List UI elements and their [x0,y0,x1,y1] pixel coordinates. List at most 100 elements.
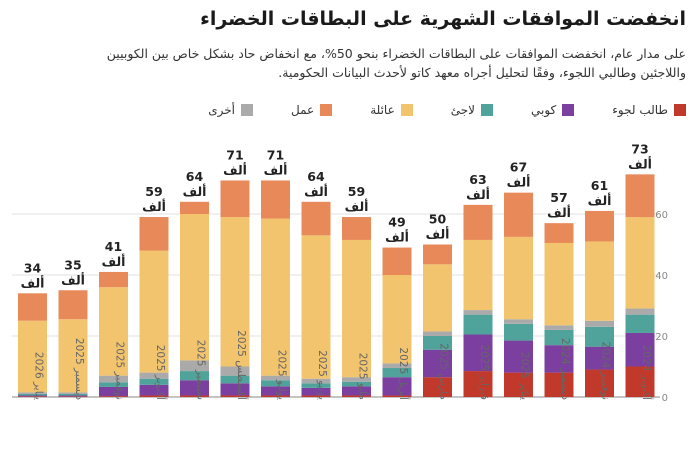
bar-segment [342,217,371,240]
legend-swatch-asylum [674,104,686,116]
bar-segment [463,371,493,397]
bar-segment [463,204,493,240]
legend-label-other: أخرى [208,103,235,117]
bar-segment [544,242,574,326]
bar-segment [463,314,493,335]
bar-segment [18,396,47,397]
bar-total-label: 57 [550,190,567,205]
bar-segment [139,384,169,396]
bar-segment [463,334,493,372]
y-tick-label: 0 [662,393,668,404]
bar-segment [342,386,371,396]
bar-total-label: 59 [145,184,162,199]
bar-segment [220,366,250,376]
legend-swatch-refugee [481,104,494,116]
bar-total-unit-label: ألف [426,226,450,242]
bar-segment [58,392,88,394]
bar-total-unit-label: ألف [507,174,531,190]
bar-segment [139,217,169,251]
bar-total-label: 63 [469,172,486,187]
x-tick-label: يونيو 2025 [316,350,328,400]
bar-total-label: 71 [267,147,284,162]
bar-segment [625,217,655,309]
bar-segment [139,372,169,379]
subtitle-line-2: واللاجئين وطالبي اللجوء، وفقًا لتحليل أج… [278,65,686,80]
bar-segment [423,377,452,397]
x-tick-label: ديسمبر 2024 [559,338,571,400]
x-tick-label: أغسطس 2025 [235,330,249,400]
x-tick-label: يناير 2025 [519,352,531,400]
bar-segment [342,395,371,397]
bar-segment [301,395,331,397]
bar-segment [463,239,493,311]
bar-segment [139,378,169,385]
bar-segment [342,381,371,387]
bar-segment [423,349,452,378]
bar-segment [261,375,290,381]
bar-segment [99,396,128,397]
x-tick-label: أكتوبر 2024 [640,345,654,400]
chart-legend: طالب لجوء كوبي لاجئ عائلة عمل أخرى [16,100,686,120]
bar-total-unit-label: ألف [628,155,652,171]
subtitle-line-1: على مدار عام، انخفضت الموافقات على البطا… [106,46,686,61]
bar-segment [99,287,128,376]
bar-segment [423,264,452,332]
bar-total-label: 64 [186,169,204,184]
x-tick-label: ديسمبر 2025 [73,338,85,400]
bar-segment [139,395,169,397]
bar-segment [180,371,209,381]
bar-total-unit-label: ألف [264,161,288,177]
bar-total-unit-label: ألف [385,229,409,245]
bar-segment [585,210,614,242]
bar-segment [382,363,412,369]
chart-subtitle: على مدار عام، انخفضت الموافقات على البطا… [6,44,686,82]
legend-item-cuban: كوبي [531,100,575,120]
x-tick-label: سبتمبر 2025 [195,340,207,400]
bar-segment [99,382,128,387]
bar-total-label: 41 [105,239,122,254]
bar-segment [504,372,533,397]
bar-total-unit-label: ألف [223,161,247,177]
bar-segment [585,346,614,370]
bar-total-label: 73 [631,141,648,156]
bar-segment [504,323,533,341]
bar-segment [18,320,47,393]
bar-segment [504,192,533,237]
bar-total-label: 71 [226,147,243,162]
bar-segment [625,332,655,367]
bar-segment [220,217,250,367]
bar-total-unit-label: ألف [466,186,490,202]
bar-segment [301,387,331,396]
bar-segment [18,393,47,396]
bar-segment [58,393,88,396]
bar-total-unit-label: ألف [142,198,166,214]
bar-segment [625,314,655,333]
bar-segment [585,241,614,321]
bar-segment [220,180,250,218]
bar-segment [261,386,290,396]
bar-segment [220,375,250,384]
bar-segment [139,250,169,373]
bar-segment [342,239,371,378]
bar-segment [261,180,290,219]
bar-segment [99,271,128,288]
legend-label-family: عائلة [370,103,395,117]
legend-swatch-family [400,104,413,116]
bar-segment [585,369,614,397]
bar-segment [544,223,574,243]
bar-segment [58,395,88,397]
bar-segment [382,395,412,397]
bar-total-label: 67 [510,160,527,175]
bar-total-unit-label: ألف [21,274,45,290]
bar-segment [342,377,371,382]
bar-segment [261,380,290,387]
legend-label-asylum: طالب لجوء [612,103,668,117]
legend-label-cuban: كوبي [531,103,557,117]
bar-segment [18,293,47,321]
x-tick-label: نوفمبر 2024 [600,342,612,400]
bar-segment [180,201,209,214]
legend-item-refugee: لاجئ [451,100,494,120]
bar-segment [423,331,452,336]
bar-segment [382,275,412,364]
